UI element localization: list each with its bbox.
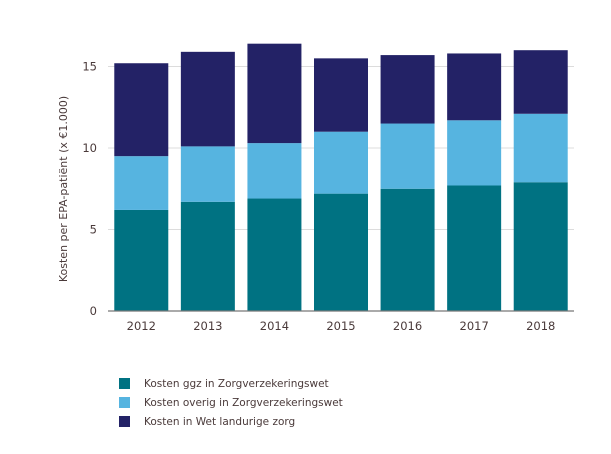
x-tick-label: 2014 bbox=[260, 319, 289, 333]
x-tick-label: 2013 bbox=[193, 319, 222, 333]
bar-segment-2015-series-2 bbox=[314, 58, 368, 132]
y-tick-label: 5 bbox=[90, 223, 97, 237]
x-tick-label: 2015 bbox=[326, 319, 355, 333]
bar-segment-2012-series-1 bbox=[114, 156, 169, 210]
legend-label: Kosten ggz in Zorgverzekeringswet bbox=[144, 377, 329, 390]
x-tick-label: 2012 bbox=[127, 319, 156, 333]
x-tick-label: 2016 bbox=[393, 319, 422, 333]
legend: Kosten ggz in Zorgverzekeringswet Kosten … bbox=[119, 374, 343, 431]
bar-segment-2013-series-2 bbox=[180, 51, 235, 147]
legend-swatch bbox=[119, 397, 130, 408]
bar-segment-2017-series-1 bbox=[447, 120, 502, 186]
x-tick-label: 2018 bbox=[526, 319, 555, 333]
x-tick-label: 2017 bbox=[460, 319, 489, 333]
bar-segment-2012-series-0 bbox=[114, 209, 169, 311]
y-tick-label: 10 bbox=[82, 141, 97, 155]
bar-segment-2018-series-1 bbox=[513, 113, 568, 183]
y-tick-label: 15 bbox=[82, 60, 97, 74]
legend-item: Kosten in Wet landurige zorg bbox=[119, 412, 343, 431]
bar-segment-2012-series-2 bbox=[114, 63, 169, 157]
bar-segment-2016-series-1 bbox=[380, 123, 435, 189]
bar-segment-2016-series-0 bbox=[380, 188, 435, 311]
bar-segment-2018-series-0 bbox=[513, 182, 568, 311]
legend-swatch bbox=[119, 378, 130, 389]
bar-segment-2014-series-0 bbox=[247, 198, 302, 311]
bar-segment-2013-series-1 bbox=[180, 146, 235, 202]
bar-segment-2017-series-0 bbox=[447, 185, 502, 311]
legend-label: Kosten overig in Zorgverzekeringswet bbox=[144, 396, 343, 409]
legend-label: Kosten in Wet landurige zorg bbox=[144, 415, 296, 428]
bar-segment-2017-series-2 bbox=[447, 53, 502, 121]
legend-swatch bbox=[119, 416, 130, 427]
bar-segment-2015-series-1 bbox=[314, 131, 368, 194]
bar-segment-2014-series-2 bbox=[247, 43, 302, 144]
y-axis-label: Kosten per EPA-patiënt (x €1.000) bbox=[57, 96, 70, 282]
legend-item: Kosten ggz in Zorgverzekeringswet bbox=[119, 374, 343, 393]
bar-segment-2016-series-2 bbox=[380, 55, 435, 124]
y-tick-label: 0 bbox=[90, 304, 97, 318]
legend-item: Kosten overig in Zorgverzekeringswet bbox=[119, 393, 343, 412]
bar-segment-2013-series-0 bbox=[180, 201, 235, 311]
bar-segment-2014-series-1 bbox=[247, 143, 302, 199]
bar-segment-2015-series-0 bbox=[314, 193, 368, 311]
bar-segment-2018-series-2 bbox=[513, 50, 568, 114]
